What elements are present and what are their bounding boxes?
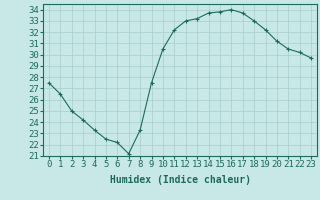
X-axis label: Humidex (Indice chaleur): Humidex (Indice chaleur) — [109, 175, 251, 185]
